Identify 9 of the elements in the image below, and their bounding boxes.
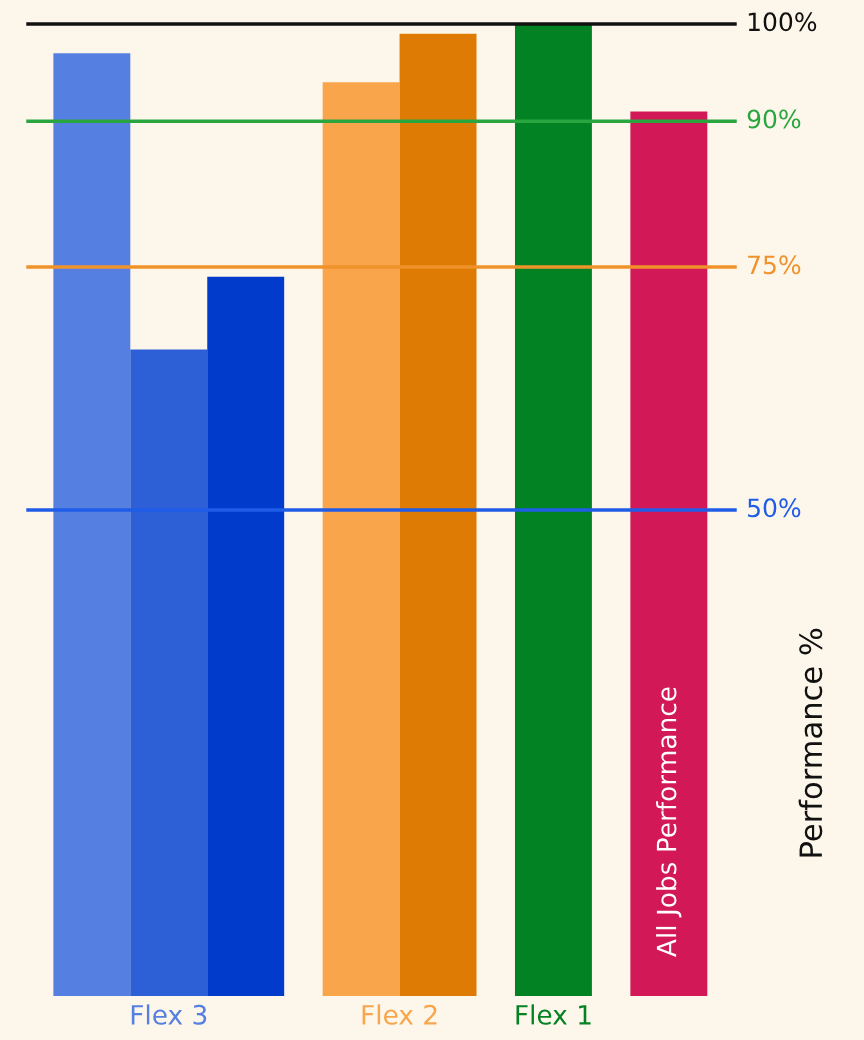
y-axis-title: Performance % [798,628,823,857]
x-tick-label: Flex 1 [516,1004,591,1025]
x-tick-label: All Jobs Performance [656,687,682,957]
x-tick-label: Flex 2 [362,1004,437,1025]
x-tick-label: Flex 3 [131,1004,207,1025]
ref-line-label: 90% [747,109,801,129]
ref-line-label: 75% [748,255,801,275]
ref-line-label: 100% [748,12,817,32]
ref-line-label: 50% [748,498,801,518]
